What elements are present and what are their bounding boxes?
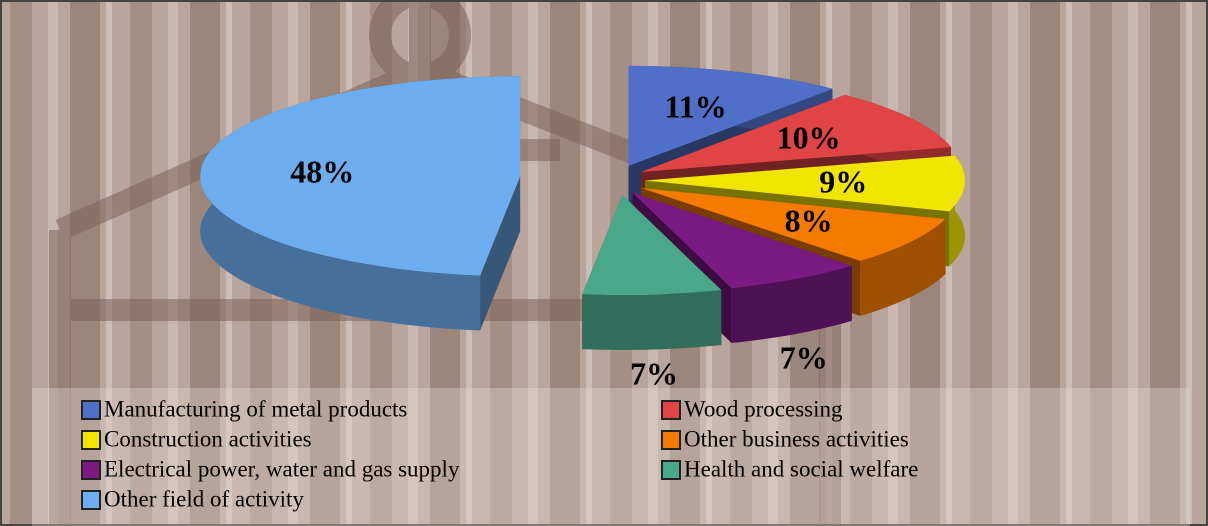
data-label: 48% [290,153,354,189]
data-label: 8% [785,202,833,238]
legend-label: Construction activities [104,426,312,451]
legend-label: Other business activities [684,426,909,451]
legend-label: Other field of activity [104,486,304,511]
legend-label: Electrical power, water and gas supply [104,456,460,481]
slice-side [582,290,721,350]
data-label: 7% [780,339,828,375]
legend-label: Health and social welfare [684,456,918,481]
data-label: 9% [819,163,867,199]
legend-swatch [82,401,100,419]
legend-swatch [82,461,100,479]
chart: 11% 10% 9%8% 7% 7% 48% Manufacturing of metal… [0,0,1208,526]
data-label: 7% [630,355,678,391]
legend-swatch [662,431,680,449]
data-label: 10% [777,120,841,156]
legend-swatch [662,401,680,419]
legend-swatch [82,431,100,449]
data-label: 11% [665,89,727,125]
legend-swatch [662,461,680,479]
legend-swatch [82,491,100,509]
legend-label: Manufacturing of metal products [104,396,407,421]
legend-label: Wood processing [684,396,843,421]
